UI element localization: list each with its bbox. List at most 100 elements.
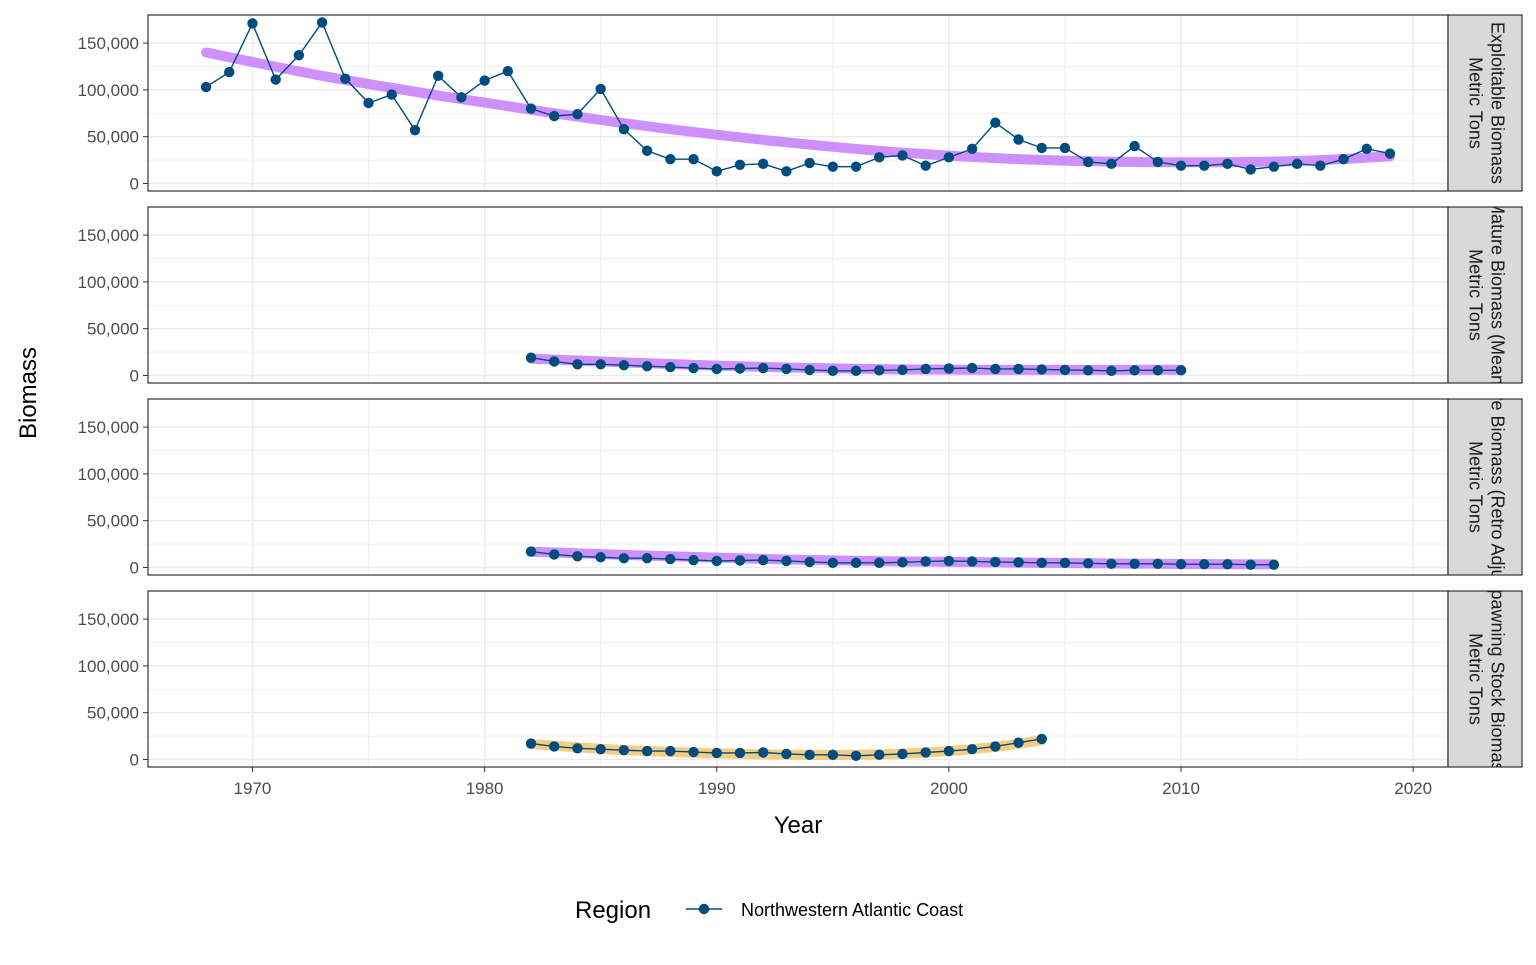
y-tick-label: 100,000 — [78, 657, 139, 676]
data-point — [804, 157, 815, 169]
data-point — [432, 70, 444, 82]
data-point — [850, 365, 862, 377]
y-tick-label: 100,000 — [78, 81, 139, 100]
data-point — [1222, 559, 1233, 570]
data-point — [1082, 558, 1094, 569]
data-point — [224, 66, 235, 78]
data-point — [711, 555, 722, 567]
data-point — [525, 738, 537, 749]
data-point — [990, 117, 1001, 128]
data-point — [1129, 365, 1140, 376]
data-point — [943, 745, 955, 757]
y-tick-label: 0 — [130, 367, 139, 386]
data-point — [874, 365, 885, 376]
data-point — [618, 124, 630, 135]
y-tick-label: 150,000 — [78, 226, 139, 245]
y-axis-title: Biomass — [15, 347, 42, 439]
data-point — [1013, 363, 1024, 375]
y-tick-label: 50,000 — [87, 128, 139, 147]
y-tick-label: 150,000 — [78, 34, 139, 53]
data-point — [781, 363, 792, 375]
data-point — [525, 546, 537, 557]
panel-1: 0 50,000 100,000 150,000 Exploitable Biomass… — [78, 14, 1523, 194]
data-point — [1036, 142, 1047, 154]
series-line — [205, 21, 1391, 173]
data-point — [1315, 160, 1326, 171]
y-tick-label: 50,000 — [87, 704, 139, 723]
data-point — [990, 556, 1001, 568]
data-point — [641, 552, 653, 564]
y-tick-label: 150,000 — [78, 418, 139, 437]
y-tick-label: 100,000 — [78, 273, 139, 292]
x-tick-label: 2010 — [1162, 779, 1200, 798]
data-point — [897, 557, 908, 568]
data-point — [688, 554, 699, 566]
data-point — [943, 363, 955, 374]
data-point — [827, 365, 839, 377]
data-point — [850, 750, 862, 761]
panel-data — [525, 546, 1280, 570]
y-tick-label: 50,000 — [87, 320, 139, 339]
data-point — [525, 103, 537, 114]
data-point — [897, 364, 908, 376]
data-point — [641, 745, 653, 757]
data-point — [1059, 557, 1071, 569]
data-point — [549, 356, 560, 367]
x-tick-label: 1990 — [698, 779, 736, 798]
data-point — [990, 363, 1001, 375]
data-point — [757, 747, 769, 758]
data-point — [200, 81, 212, 93]
data-point — [641, 145, 653, 156]
data-point — [363, 97, 374, 109]
data-point — [1245, 559, 1256, 570]
data-point — [572, 551, 583, 562]
trend-line — [201, 47, 1395, 168]
data-point — [920, 363, 931, 375]
data-point — [711, 747, 722, 759]
data-point — [665, 553, 676, 565]
data-point — [549, 110, 560, 122]
y-tick-label: 50,000 — [87, 512, 139, 531]
x-tick-label: 2000 — [930, 779, 968, 798]
strip-label-group: Mature Biomass (Retro Adjusted)Metric To… — [1465, 399, 1507, 575]
y-tick-label: 0 — [130, 175, 139, 194]
data-point — [804, 749, 815, 761]
data-point — [827, 557, 839, 569]
data-point — [572, 743, 583, 754]
panel-3: 0 50,000 100,000 150,000 Mature Biomass (Ret… — [78, 398, 1523, 578]
data-point — [1175, 365, 1187, 376]
data-point — [1152, 156, 1164, 168]
legend-label: Northwestern Atlantic Coast — [741, 900, 963, 920]
data-point — [1361, 143, 1372, 155]
data-point — [618, 552, 630, 564]
data-point — [966, 143, 978, 155]
x-tick-label: 1980 — [466, 779, 504, 798]
data-point — [665, 361, 676, 373]
panel-2: 0 50,000 100,000 150,000 Mature Biomass (Mea… — [78, 206, 1523, 386]
data-point — [966, 744, 978, 755]
data-point — [665, 153, 676, 165]
data-point — [757, 362, 769, 374]
data-point — [1152, 558, 1164, 569]
x-tick-label: 2020 — [1394, 779, 1432, 798]
data-point — [316, 17, 328, 28]
data-point — [1199, 559, 1210, 570]
data-point — [572, 359, 583, 370]
data-point — [990, 741, 1001, 752]
data-point — [734, 363, 746, 374]
data-point — [897, 748, 908, 760]
data-point — [874, 557, 885, 569]
data-point — [757, 554, 769, 566]
data-point — [966, 556, 978, 567]
data-point — [711, 363, 722, 375]
strip-label: Metric Tons — [1465, 633, 1485, 725]
data-point — [595, 744, 606, 755]
data-point — [920, 747, 931, 758]
data-point — [1199, 160, 1210, 171]
data-point — [734, 159, 746, 170]
data-point — [688, 746, 699, 758]
